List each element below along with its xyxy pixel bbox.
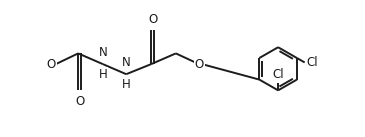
Text: O: O <box>46 58 56 71</box>
Text: O: O <box>195 58 204 71</box>
Text: N: N <box>122 56 131 69</box>
Text: H: H <box>99 68 107 81</box>
Text: O: O <box>75 95 84 108</box>
Text: N: N <box>99 46 107 59</box>
Text: H: H <box>122 78 131 91</box>
Text: Cl: Cl <box>306 56 318 69</box>
Text: Cl: Cl <box>272 68 284 81</box>
Text: O: O <box>148 13 157 26</box>
